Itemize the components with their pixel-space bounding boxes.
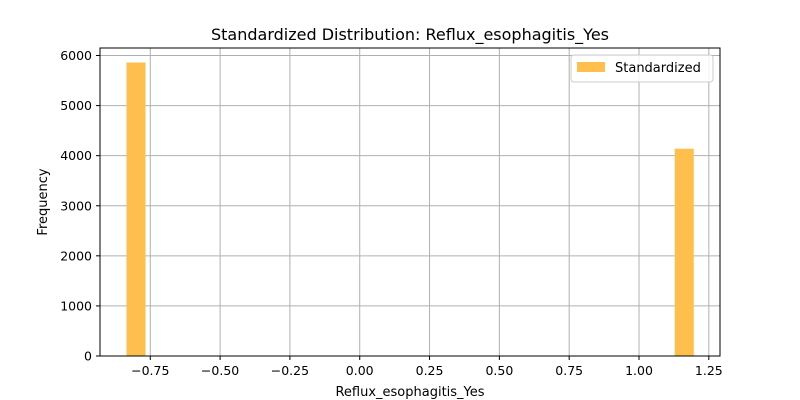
y-tick-label: 0 [84, 349, 92, 364]
x-tick-label: −0.50 [201, 363, 239, 378]
x-tick-label: 0.50 [485, 363, 513, 378]
bars [126, 62, 694, 356]
plot-frame [99, 47, 721, 357]
y-tick-label: 5000 [60, 98, 92, 113]
y-tick-label: 6000 [60, 48, 92, 63]
x-tick-label: 0.00 [346, 363, 374, 378]
x-axis-ticks: −0.75 −0.50 −0.25 0.00 0.25 0.50 0.75 1.00 1.25 [131, 356, 723, 378]
legend: Standardized [570, 54, 714, 83]
legend-frame [570, 54, 714, 83]
y-axis-title: Frequency [36, 168, 51, 235]
x-tick-label: 0.75 [555, 363, 583, 378]
x-tick-label: 1.00 [625, 363, 653, 378]
y-axis-ticks: 0 1000 2000 3000 4000 5000 6000 [60, 48, 100, 364]
grid-lines [100, 48, 720, 357]
y-tick-label: 2000 [60, 248, 92, 263]
x-tick-label: −0.25 [271, 363, 309, 378]
histogram-bar [126, 62, 146, 356]
x-axis-title: Reflux_esophagitis_Yes [335, 385, 484, 400]
y-tick-label: 3000 [60, 198, 92, 213]
legend-swatch [577, 62, 605, 72]
histogram-bar [674, 148, 694, 356]
x-tick-label: 0.25 [416, 363, 444, 378]
y-tick-label: 1000 [60, 298, 92, 313]
y-tick-label: 4000 [60, 148, 92, 163]
x-tick-label: 1.25 [695, 363, 723, 378]
x-tick-label: −0.75 [131, 363, 169, 378]
legend-label-standardized: Standardized [615, 61, 701, 76]
chart-title: Standardized Distribution: Reflux_esopha… [211, 25, 609, 45]
